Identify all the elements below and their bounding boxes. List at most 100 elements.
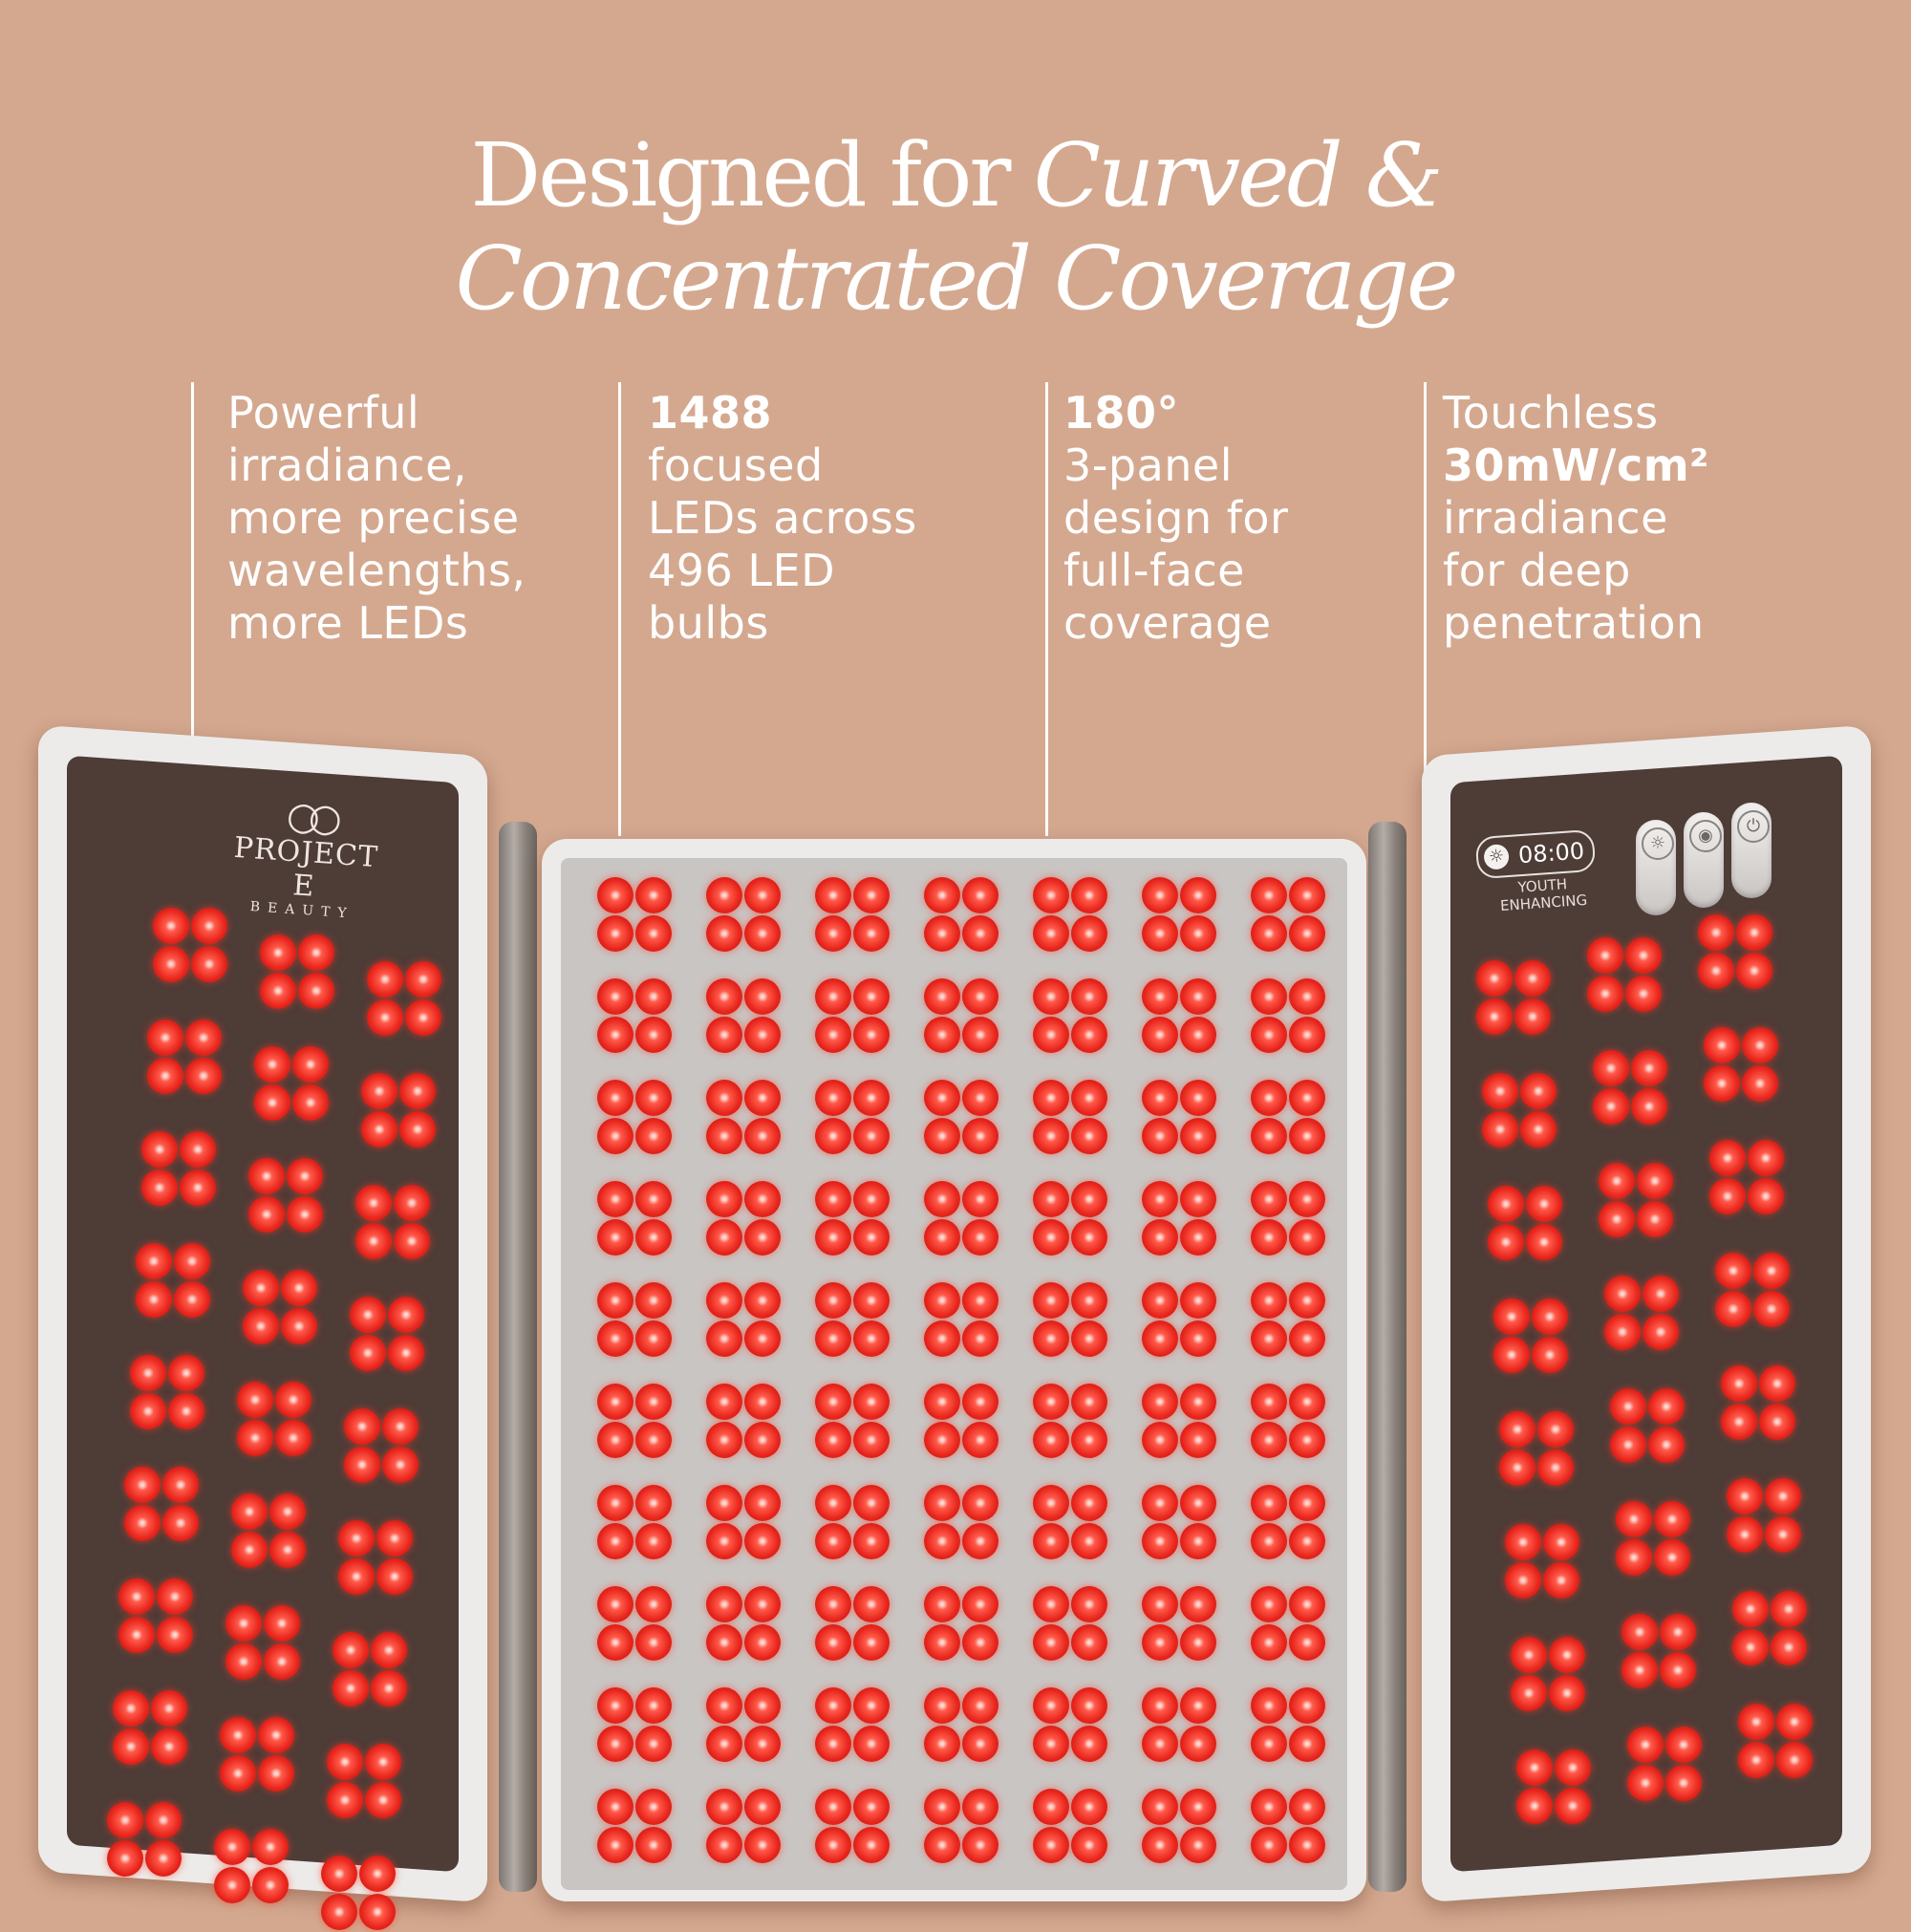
- led-bulb: [924, 1726, 960, 1762]
- led-bulb: [962, 1485, 998, 1521]
- led-bulb: [1698, 914, 1734, 951]
- led-bulb: [1071, 1080, 1107, 1116]
- led-bulb: [1759, 1404, 1795, 1440]
- led-bulb: [1251, 1586, 1287, 1622]
- led-bulb: [1033, 1017, 1069, 1053]
- led-bulb: [815, 915, 851, 952]
- led-bulb: [258, 1717, 294, 1753]
- led-bulb: [1071, 1827, 1107, 1863]
- led-bulb: [136, 1281, 172, 1318]
- led-bulb: [1727, 1516, 1763, 1553]
- led-bulb: [815, 1017, 851, 1053]
- led-bulb: [1142, 1181, 1178, 1217]
- left-led-cluster: [361, 1073, 438, 1149]
- feature-led-count: 1488 focused LEDs across 496 LED bulbs: [648, 387, 917, 650]
- center-led-cluster: [1033, 1586, 1109, 1663]
- led-bulb: [744, 1586, 781, 1622]
- led-bulb: [744, 1624, 781, 1661]
- led-bulb: [924, 1624, 960, 1661]
- led-bulb: [744, 1118, 781, 1154]
- led-bulb: [269, 1493, 306, 1530]
- led-bulb: [185, 1058, 222, 1094]
- led-bulb: [1715, 1253, 1751, 1289]
- led-bulb: [706, 1624, 742, 1661]
- led-bulb: [338, 1558, 375, 1595]
- led-bulb: [1776, 1742, 1813, 1778]
- led-bulb: [1587, 976, 1623, 1012]
- led-bulb: [1543, 1562, 1579, 1599]
- mode-button[interactable]: ◉: [1684, 812, 1724, 908]
- led-bulb: [1033, 1118, 1069, 1154]
- led-bulb: [153, 946, 189, 982]
- right-led-cluster: [1593, 1050, 1669, 1127]
- led-bulb: [1637, 1201, 1673, 1237]
- led-bulb: [1637, 1163, 1673, 1199]
- led-bulb: [962, 1080, 998, 1116]
- led-bulb: [635, 1485, 672, 1521]
- led-bulb: [706, 877, 742, 913]
- power-button[interactable]: ⏻: [1731, 803, 1771, 898]
- feature-touchless: Touchless 30mW/cm² irradiance for deep p…: [1443, 387, 1709, 650]
- feature-irradiance: Powerful irradiance, more precise wavele…: [227, 387, 526, 650]
- led-bulb: [1033, 1485, 1069, 1521]
- led-bulb: [635, 1384, 672, 1420]
- led-bulb: [1665, 1727, 1702, 1763]
- led-bulb: [1180, 1789, 1216, 1825]
- led-bulb: [706, 1181, 742, 1217]
- led-bulb: [1180, 1080, 1216, 1116]
- led-bulb: [1142, 1789, 1178, 1825]
- led-bulb: [635, 1422, 672, 1458]
- led-bulb: [853, 1118, 890, 1154]
- led-bulb: [1071, 1282, 1107, 1319]
- led-bulb: [1142, 978, 1178, 1015]
- led-bulb: [1251, 1624, 1287, 1661]
- led-bulb: [359, 1894, 396, 1930]
- led-bulb: [1033, 1282, 1069, 1319]
- left-led-cluster: [338, 1520, 415, 1597]
- led-bulb: [1742, 1065, 1778, 1102]
- led-bulb: [815, 1586, 851, 1622]
- led-bulb: [141, 1170, 178, 1206]
- led-bulb: [145, 1802, 182, 1838]
- led-bulb: [327, 1744, 363, 1780]
- center-led-cluster: [924, 1080, 1000, 1156]
- feature-text: bulbs: [648, 597, 769, 649]
- led-bulb: [1071, 1624, 1107, 1661]
- led-bulb: [1698, 953, 1734, 989]
- led-bulb: [744, 1282, 781, 1319]
- center-led-cluster: [597, 1789, 674, 1865]
- right-led-cluster: [1604, 1276, 1681, 1352]
- led-bulb: [853, 1789, 890, 1825]
- left-led-cluster: [231, 1493, 308, 1570]
- right-led-cluster: [1488, 1186, 1564, 1262]
- led-bulb: [281, 1270, 317, 1306]
- led-bulb: [1180, 978, 1216, 1015]
- led-bulb: [635, 1017, 672, 1053]
- led-bulb: [1289, 1789, 1325, 1825]
- led-bulb: [141, 1131, 178, 1168]
- led-bulb: [1520, 1111, 1557, 1148]
- feature-text: wavelengths,: [227, 545, 526, 596]
- led-bulb: [1180, 1118, 1216, 1154]
- center-led-cluster: [924, 978, 1000, 1055]
- led-bulb: [635, 1687, 672, 1724]
- center-led-cluster: [1033, 1181, 1109, 1257]
- center-led-cluster: [1142, 1080, 1218, 1156]
- center-led-cluster: [1251, 1586, 1327, 1663]
- led-bulb: [597, 1320, 633, 1357]
- led-bulb: [815, 1080, 851, 1116]
- led-bulb: [706, 1017, 742, 1053]
- center-led-cluster: [1033, 1485, 1109, 1561]
- center-led-cluster: [706, 978, 783, 1055]
- feature-text: more LEDs: [227, 597, 469, 649]
- led-bulb: [382, 1447, 419, 1483]
- led-bulb: [1251, 1789, 1287, 1825]
- headline-line-1: Designed for Curved &: [0, 124, 1911, 227]
- led-bulb: [275, 1420, 311, 1456]
- led-bulb: [744, 1181, 781, 1217]
- led-bulb: [157, 1617, 193, 1653]
- led-bulb: [130, 1393, 166, 1429]
- led-bulb: [231, 1493, 268, 1530]
- center-led-cluster: [815, 1282, 891, 1359]
- brightness-button[interactable]: ☼: [1636, 820, 1676, 915]
